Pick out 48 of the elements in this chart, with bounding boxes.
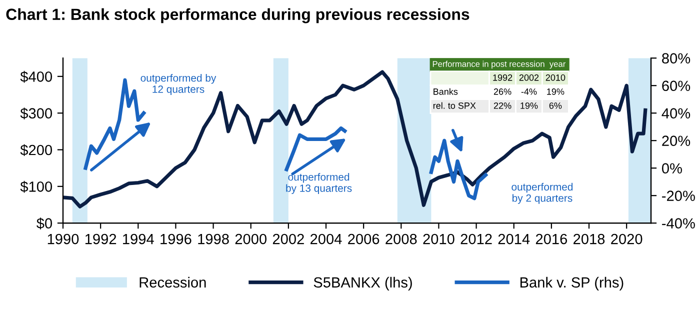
legend-label: S5BANKX (lhs) [314, 276, 412, 290]
y-tick-label: $100 [20, 180, 52, 193]
annotation: 26% [494, 88, 512, 95]
x-tick-label: 2012 [460, 234, 492, 244]
y2-tick-label: 40% [662, 108, 690, 119]
y2-tick-label: 0% [662, 163, 682, 174]
x-tick-label: 1994 [123, 234, 154, 244]
x-tick-label: 2016 [536, 234, 568, 244]
x-tick-label: 1992 [85, 234, 116, 244]
annotation: -4% [521, 88, 537, 95]
annotation: 22% [494, 102, 512, 109]
annotation: outperformed by 12 quarters [140, 74, 216, 95]
y-tick-label: $200 [20, 144, 52, 156]
x-tick-label: 2000 [235, 234, 267, 244]
annotation: 2010 [546, 74, 566, 81]
annotation: 1992 [493, 74, 512, 81]
y2-tick-label: 80% [662, 53, 690, 64]
legend-label: Bank v. SP (rhs) [520, 276, 624, 290]
x-tick-label: 2008 [386, 234, 417, 244]
annotation: outperformed by 2 quarters [512, 182, 573, 204]
x-tick-label: 2020 [611, 234, 642, 244]
annotation: 19% [520, 102, 538, 109]
legend-label: Recession [140, 276, 206, 288]
line-series [63, 70, 648, 208]
x-tick-label: 1998 [198, 234, 229, 244]
annotation: rel. to SPX [433, 102, 476, 109]
x-tick-label: 1996 [160, 234, 192, 244]
x-tick-label: 2002 [272, 234, 304, 244]
annotation: 2002 [519, 74, 539, 81]
x-tick-label: 2010 [423, 234, 454, 244]
y2-tick-label: -20% [662, 190, 695, 202]
y-tick-label: $300 [20, 108, 52, 120]
annotation: Performance in post recession year [432, 60, 566, 69]
annotation: Banks [434, 88, 458, 95]
annotation: outperformed by 13 quarters [286, 173, 352, 194]
y-tick-label: $400 [20, 70, 52, 83]
x-tick-label: 2004 [310, 234, 342, 244]
x-tick-label: 2014 [498, 234, 530, 244]
annotation: 19% [547, 88, 564, 95]
x-tick-label: 2006 [348, 234, 380, 244]
y2-tick-label: 60% [662, 80, 690, 92]
annotation: 6% [549, 102, 562, 109]
x-tick-label: 2018 [574, 234, 605, 244]
x-tick-label: 1990 [48, 234, 79, 244]
y2-tick-label: 20% [662, 136, 690, 146]
y2-tick-label: -40% [662, 218, 695, 229]
chart-title: Chart 1: Bank stock performance during previous recessions [6, 8, 470, 24]
y-tick-label: $0 [36, 218, 52, 230]
